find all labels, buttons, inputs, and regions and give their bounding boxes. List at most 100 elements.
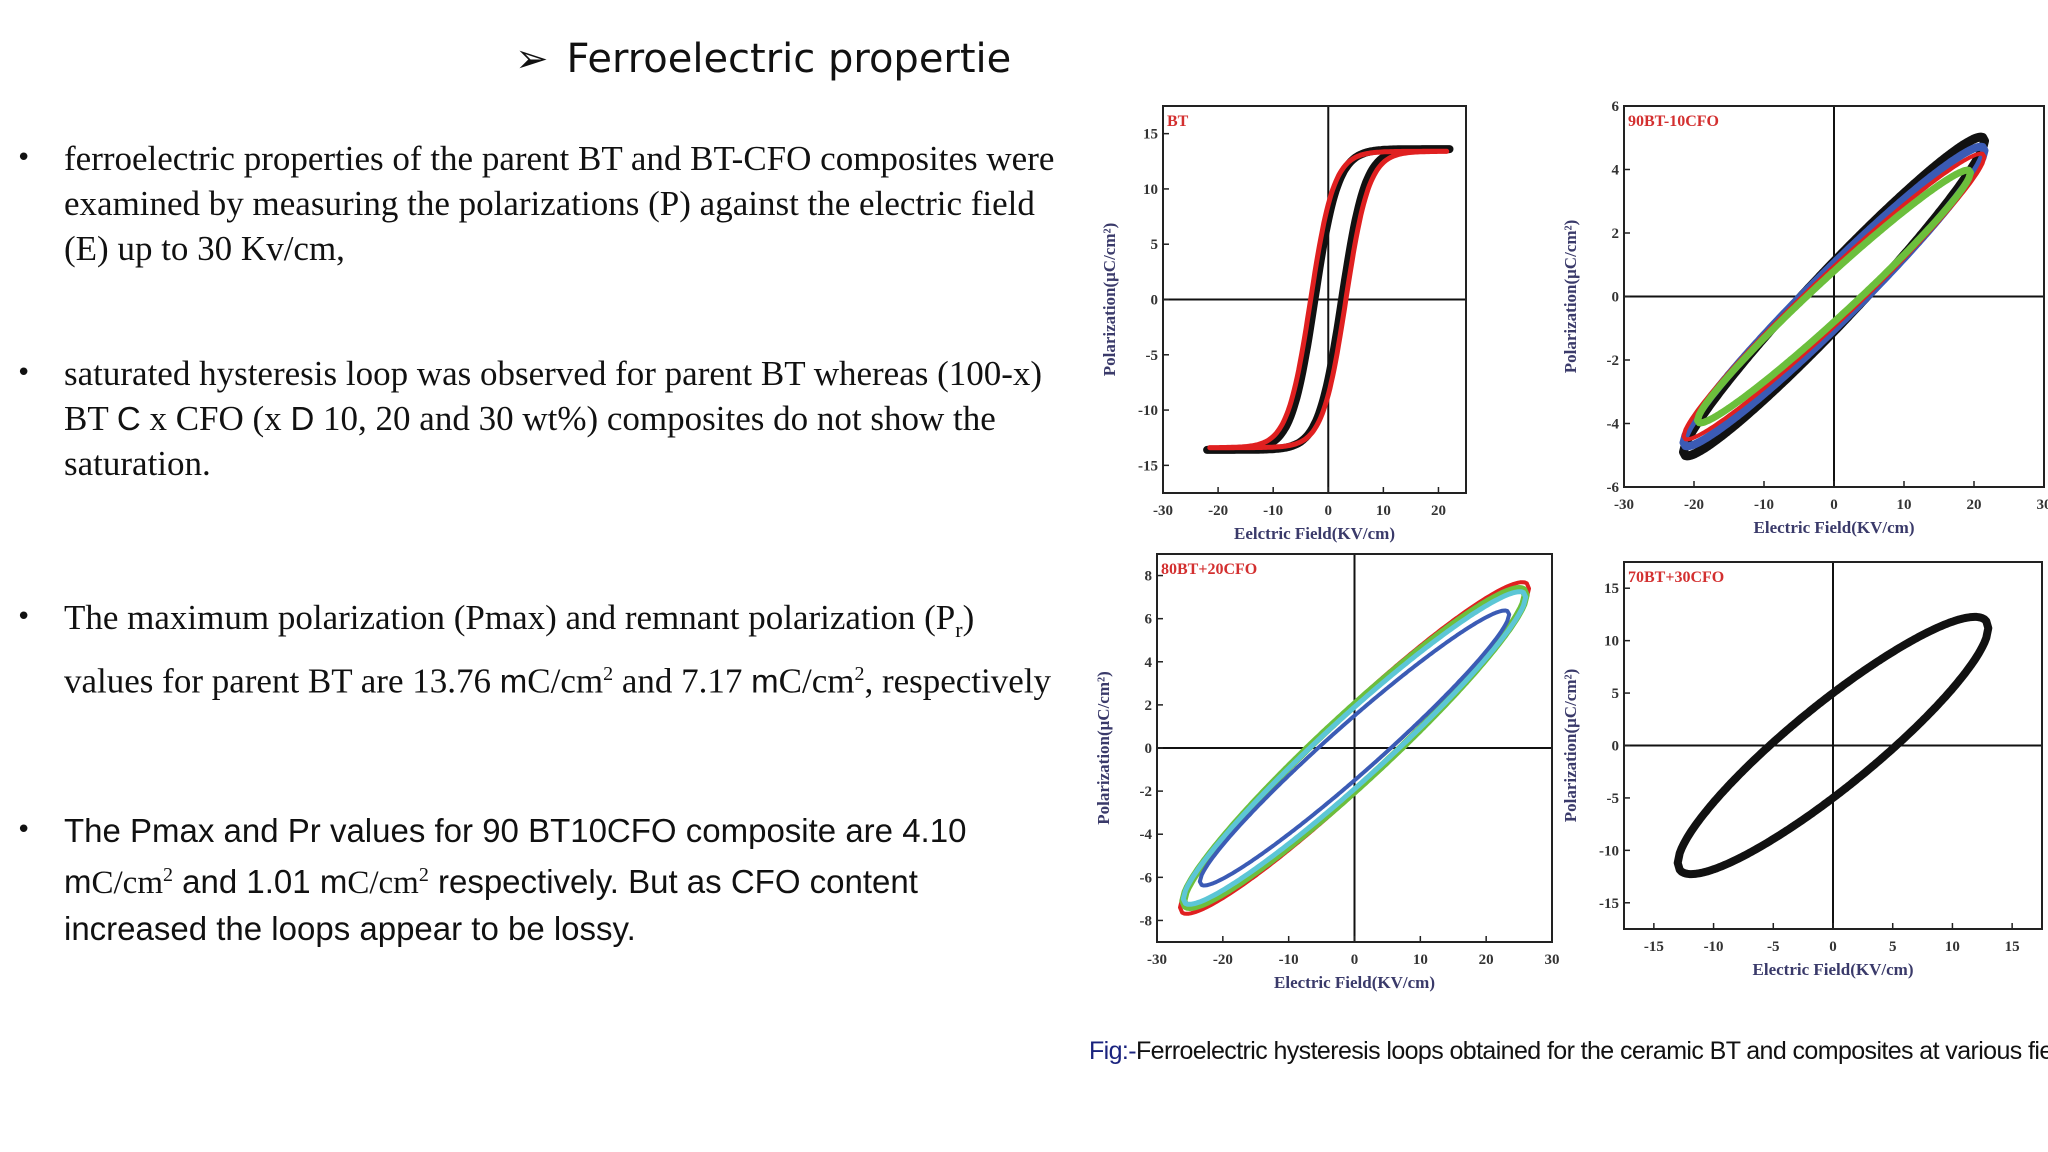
x-tick-label: 30 — [1545, 952, 1560, 968]
y-axis-label: Polarization(μC/cm²) — [1095, 671, 1113, 825]
hysteresis-loop — [1207, 148, 1450, 451]
y-tick-label: -6 — [1607, 480, 1620, 496]
y-axis-label: Polarization(μC/cm²) — [1561, 669, 1580, 823]
hysteresis-loop — [1197, 608, 1512, 888]
y-tick-label: -2 — [1140, 784, 1153, 800]
x-tick-label: 0 — [1351, 952, 1359, 968]
y-tick-label: -2 — [1607, 353, 1620, 369]
x-axis-label: Electric Field(KV/cm) — [1753, 960, 1914, 979]
chart-panel: -30 -20 -10 0 10 20 -15 -10 -5 0 5 10 15 BT Eelctric F… — [1100, 105, 1467, 543]
x-tick-label: 10 — [1376, 503, 1391, 519]
bullet-text-part: , respectively — [864, 661, 1052, 701]
mu-symbol: m — [319, 863, 348, 900]
y-tick-label: 15 — [1604, 581, 1619, 597]
y-tick-label: 8 — [1145, 569, 1153, 585]
y-tick-label: 2 — [1612, 226, 1620, 242]
y-tick-label: -6 — [1140, 870, 1153, 886]
y-tick-label: 4 — [1145, 655, 1153, 671]
y-axis-label: Polarization(μC/cm²) — [1100, 223, 1119, 377]
symbol-glyph: C — [116, 400, 141, 437]
y-tick-label: -10 — [1138, 403, 1158, 419]
y-axis-label: Polarization(μC/cm²) — [1561, 220, 1580, 374]
y-tick-label: 10 — [1143, 182, 1158, 198]
y-tick-label: -15 — [1599, 896, 1619, 912]
slide-title-text: Ferroelectric propertie — [566, 36, 1012, 82]
x-tick-label: -20 — [1213, 952, 1233, 968]
y-tick-label: 5 — [1612, 686, 1620, 702]
x-tick-label: -20 — [1208, 503, 1228, 519]
x-tick-label: 10 — [1897, 497, 1912, 513]
x-tick-label: 30 — [2037, 497, 2048, 513]
x-tick-label: -10 — [1754, 497, 1774, 513]
y-tick-label: 0 — [1151, 293, 1159, 309]
unit: C/cm — [527, 661, 604, 701]
bullet-text-part: and 7.17 — [621, 661, 743, 701]
bullet-text: saturated hysteresis loop was observed f… — [64, 351, 1064, 486]
mu-symbol: m — [499, 662, 528, 700]
y-tick-label: 0 — [1612, 290, 1620, 306]
x-tick-label: 10 — [1413, 952, 1428, 968]
hysteresis-loop — [1694, 166, 1974, 427]
symbol-glyph: D — [290, 400, 315, 437]
bullet-text-part: respectively. But as CFO content increas… — [64, 863, 918, 947]
bullet-text: The maximum polarization (Pmax) and remn… — [64, 595, 1064, 704]
bullet-dot-icon: • — [16, 602, 32, 632]
bullet-dot-icon: • — [16, 358, 32, 388]
x-tick-label: 0 — [1830, 497, 1838, 513]
bullet-text-part: The Pmax and Pr values for 90 BT10CFO co… — [64, 812, 967, 849]
y-tick-label: -8 — [1140, 913, 1153, 929]
arrow-bullet-icon: ➢ — [515, 36, 549, 82]
figure-caption-text: Ferroelectric hysteresis loops obtained … — [1136, 1037, 2048, 1065]
superscript: 2 — [163, 864, 173, 886]
figure-caption-label: Fig:- — [1089, 1037, 1137, 1065]
hysteresis-loop — [1673, 612, 1993, 879]
x-axis-label: Eelctric Field(KV/cm) — [1234, 524, 1395, 543]
x-axis-label: Electric Field(KV/cm) — [1754, 518, 1915, 537]
x-tick-label: 5 — [1889, 939, 1897, 955]
bullet-text-part: 10, 20 and 30 wt%) composites do not sho… — [64, 399, 996, 483]
y-tick-label: 4 — [1612, 163, 1620, 179]
slide-title: ➢ Ferroelectric propertie — [515, 36, 1011, 82]
y-tick-label: -15 — [1138, 458, 1158, 474]
superscript: 2 — [418, 864, 429, 886]
x-tick-label: -15 — [1644, 939, 1664, 955]
subscript: r — [955, 617, 963, 642]
mu-symbol: m — [751, 662, 779, 700]
x-axis-label: Electric Field(KV/cm) — [1274, 973, 1435, 992]
x-tick-label: 20 — [1967, 497, 1982, 513]
panel-title: BT — [1167, 113, 1189, 130]
x-tick-label: 10 — [1945, 939, 1960, 955]
x-tick-label: -5 — [1767, 939, 1780, 955]
x-tick-label: -10 — [1263, 503, 1283, 519]
unit: C/cm — [778, 661, 855, 701]
y-tick-label: 6 — [1145, 612, 1153, 628]
x-tick-label: -30 — [1614, 497, 1634, 513]
x-tick-label: -20 — [1684, 497, 1704, 513]
mu-symbol: m — [64, 863, 92, 900]
y-tick-label: 15 — [1143, 127, 1158, 143]
hysteresis-figure: -30 -20 -10 0 10 20 -15 -10 -5 0 5 10 15 BT Eelctric F… — [1094, 95, 2048, 995]
y-tick-label: -4 — [1140, 827, 1153, 843]
figure-caption: Fig:-Ferroelectric hysteresis loops obta… — [1089, 1037, 2048, 1066]
bullet-text-part: and 1.01 — [182, 863, 311, 900]
x-tick-label: -30 — [1147, 952, 1167, 968]
panel-title: 70BT+30CFO — [1628, 569, 1724, 586]
bullet-dot-icon: • — [16, 815, 32, 845]
x-tick-label: -10 — [1279, 952, 1299, 968]
x-tick-label: -30 — [1153, 503, 1173, 519]
bullet-text: The Pmax and Pr values for 90 BT10CFO co… — [64, 808, 1064, 951]
superscript: 2 — [603, 663, 614, 685]
x-tick-label: 20 — [1479, 952, 1494, 968]
y-tick-label: 5 — [1151, 237, 1159, 253]
unit: C/cm — [347, 865, 419, 901]
x-tick-label: 20 — [1431, 503, 1446, 519]
unit: C/cm — [91, 865, 164, 901]
y-tick-label: 0 — [1145, 741, 1153, 757]
y-tick-label: 6 — [1612, 99, 1620, 115]
bullet-text-part: ) values for parent BT are 13.76 — [64, 598, 975, 701]
y-tick-label: -5 — [1146, 348, 1159, 364]
bullet-text-part: saturated hysteresis loop was observed f… — [64, 354, 1043, 438]
bullet-dot-icon: • — [16, 143, 32, 173]
x-tick-label: 0 — [1829, 939, 1837, 955]
